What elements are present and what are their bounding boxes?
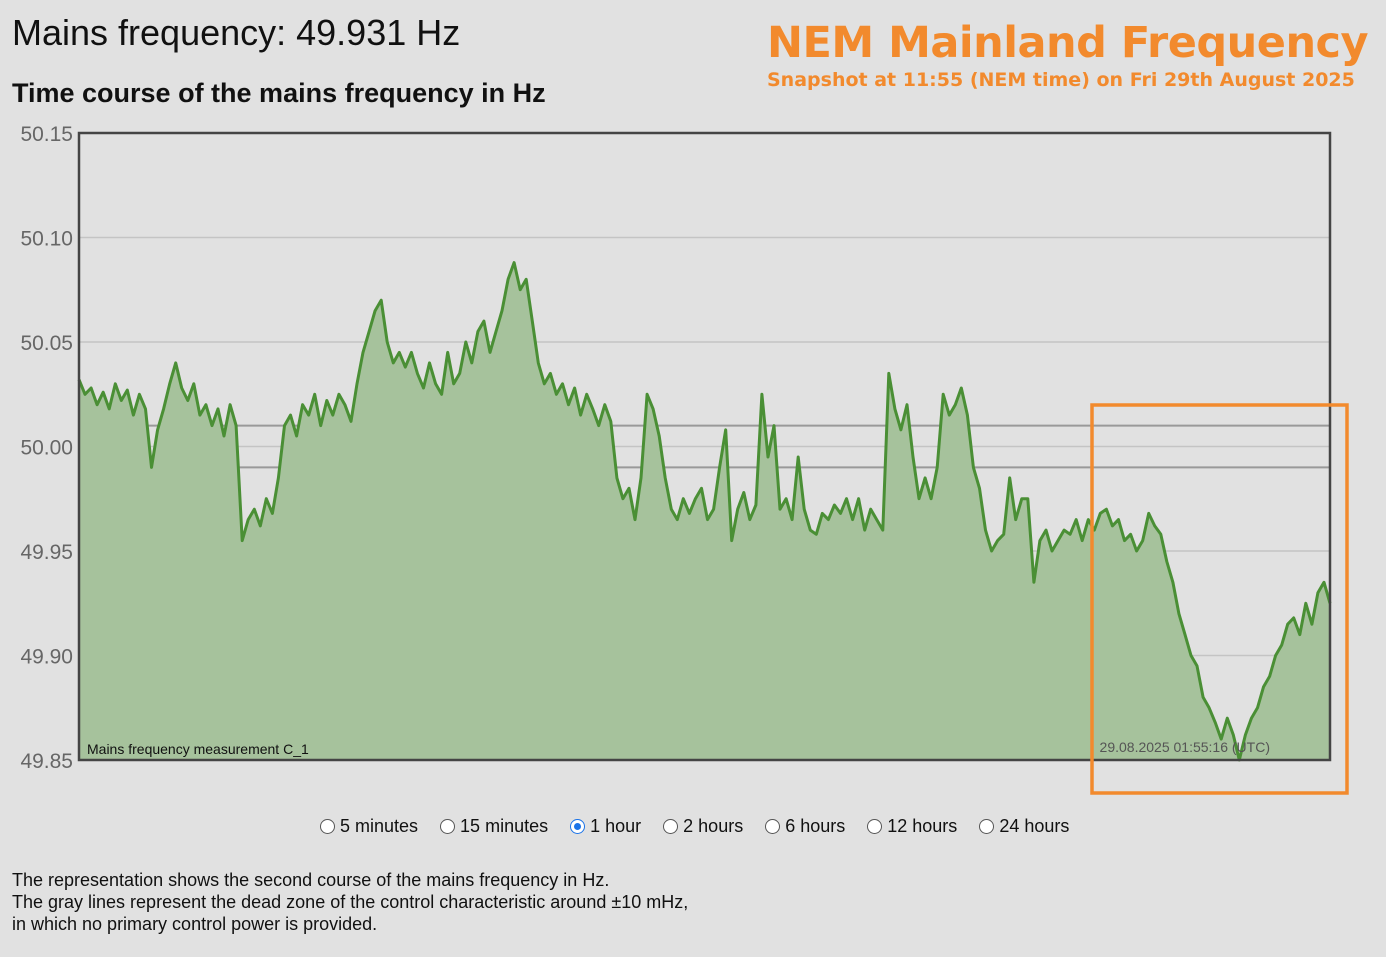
frequency-chart: 50.15 50.10 50.05 50.00 49.95 49.90 49.85 Main… xyxy=(20,123,1349,795)
radio-button[interactable] xyxy=(979,819,995,834)
radio-button[interactable] xyxy=(765,819,781,834)
plot-frame xyxy=(77,131,1332,762)
radio-button[interactable] xyxy=(320,819,335,834)
y-tick-label: 50.05 xyxy=(20,332,73,355)
range-option-label: 12 hours xyxy=(887,816,958,836)
note-line-2: The gray lines represent the dead zone o… xyxy=(12,892,689,912)
range-option-0[interactable]: 5 minutes xyxy=(320,816,418,837)
y-tick-label: 50.10 xyxy=(20,228,73,251)
y-tick-label: 50.00 xyxy=(20,437,73,460)
range-option-4[interactable]: 6 hours xyxy=(765,816,845,837)
brand-subtitle: Snapshot at 11:55 (NEM time) on Fri 29th… xyxy=(767,69,1355,91)
range-option-6[interactable]: 24 hours xyxy=(979,816,1069,837)
note-line-3: in which no primary control power is pro… xyxy=(12,914,378,934)
range-option-2[interactable]: 1 hour xyxy=(570,816,641,837)
y-tick-label: 50.15 xyxy=(20,123,73,146)
radio-button[interactable] xyxy=(440,819,456,834)
highlight-box xyxy=(1090,403,1349,795)
range-option-label: 24 hours xyxy=(999,816,1070,836)
y-axis-ticks: 50.15 50.10 50.05 50.00 49.95 49.90 49.85 xyxy=(20,123,73,773)
brand-title: NEM Mainland Frequency xyxy=(767,18,1369,68)
series-label: Mains frequency measurement C_1 xyxy=(87,741,309,757)
chart-title: Time course of the mains frequency in Hz xyxy=(12,78,546,108)
frequency-line xyxy=(77,261,1332,762)
range-option-label: 6 hours xyxy=(785,816,846,836)
range-option-1[interactable]: 15 minutes xyxy=(440,816,548,837)
y-tick-label: 49.90 xyxy=(20,646,73,669)
y-tick-label: 49.95 xyxy=(20,541,73,564)
range-option-label: 5 minutes xyxy=(340,816,419,836)
range-option-label: 1 hour xyxy=(590,816,642,836)
range-option-label: 2 hours xyxy=(683,816,744,836)
time-range-selector: 5 minutes 15 minutes 1 hour 2 hours 6 hours 1… xyxy=(320,816,1091,837)
timestamp-label: 29.08.2025 01:55:16 (UTC) xyxy=(1100,739,1270,755)
radio-button[interactable] xyxy=(663,819,679,834)
radio-button[interactable] xyxy=(570,819,586,834)
y-tick-label: 49.85 xyxy=(20,750,73,773)
range-option-3[interactable]: 2 hours xyxy=(663,816,743,837)
note-line-1: The representation shows the second cour… xyxy=(12,870,610,890)
explanation-note: The representation shows the second cour… xyxy=(12,869,688,935)
radio-button[interactable] xyxy=(867,819,883,834)
range-option-5[interactable]: 12 hours xyxy=(867,816,957,837)
current-frequency-heading: Mains frequency: 49.931 Hz xyxy=(12,12,461,53)
range-option-label: 15 minutes xyxy=(460,816,549,836)
